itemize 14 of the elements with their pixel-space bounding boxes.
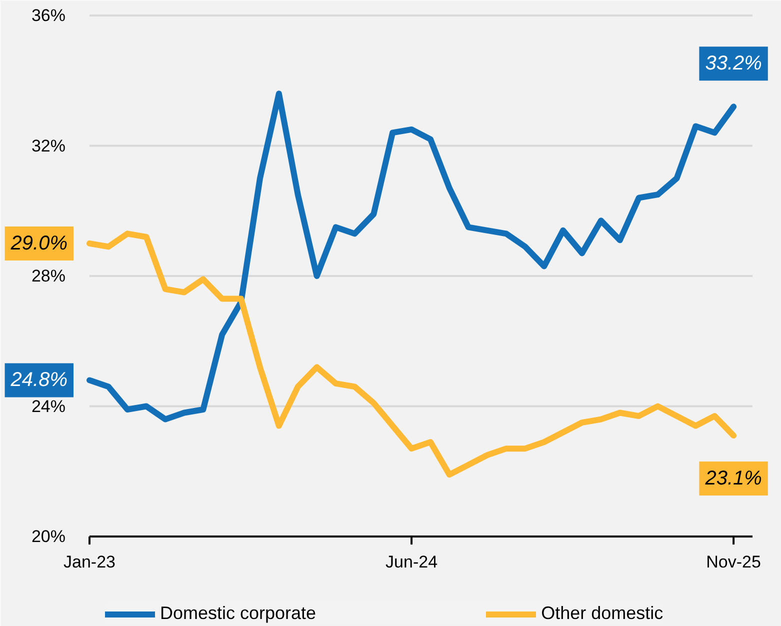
y-tick-label: 24% bbox=[31, 396, 66, 416]
y-tick-label: 20% bbox=[31, 527, 66, 546]
legend-label: Domestic corporate bbox=[160, 603, 316, 624]
data-label: 23.1% bbox=[704, 468, 762, 490]
legend-label: Other domestic bbox=[541, 603, 664, 624]
x-tick-label: Nov-25 bbox=[706, 552, 761, 572]
y-tick-label: 32% bbox=[31, 136, 66, 156]
x-tick-label: Jan-23 bbox=[64, 552, 116, 572]
y-tick-label: 28% bbox=[31, 266, 66, 286]
data-label: 24.8% bbox=[10, 369, 68, 392]
data-label: 29.0% bbox=[10, 232, 68, 254]
y-tick-label: 36% bbox=[31, 6, 66, 25]
data-label: 33.2% bbox=[705, 52, 762, 75]
x-tick-label: Jun-24 bbox=[386, 552, 438, 572]
